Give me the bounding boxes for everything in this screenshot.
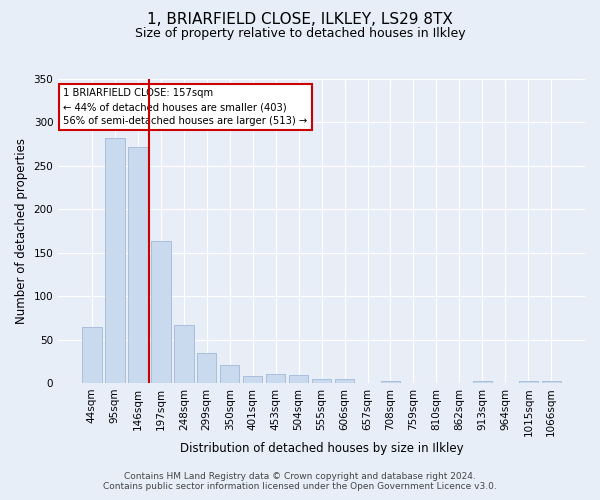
Bar <box>335 380 355 383</box>
Bar <box>197 352 217 383</box>
Bar <box>82 326 101 383</box>
Bar <box>289 375 308 383</box>
X-axis label: Distribution of detached houses by size in Ilkley: Distribution of detached houses by size … <box>180 442 463 455</box>
Bar <box>105 138 125 383</box>
Bar <box>518 381 538 383</box>
Text: Size of property relative to detached houses in Ilkley: Size of property relative to detached ho… <box>134 28 466 40</box>
Bar <box>381 381 400 383</box>
Bar <box>220 364 239 383</box>
Bar <box>128 146 148 383</box>
Bar <box>473 381 492 383</box>
Text: 1 BRIARFIELD CLOSE: 157sqm
← 44% of detached houses are smaller (403)
56% of sem: 1 BRIARFIELD CLOSE: 157sqm ← 44% of deta… <box>64 88 308 126</box>
Bar <box>151 242 170 383</box>
Y-axis label: Number of detached properties: Number of detached properties <box>15 138 28 324</box>
Bar <box>174 325 194 383</box>
Text: 1, BRIARFIELD CLOSE, ILKLEY, LS29 8TX: 1, BRIARFIELD CLOSE, ILKLEY, LS29 8TX <box>147 12 453 28</box>
Bar <box>542 381 561 383</box>
Bar <box>243 376 262 383</box>
Bar <box>312 380 331 383</box>
Bar <box>266 374 286 383</box>
Text: Contains HM Land Registry data © Crown copyright and database right 2024.: Contains HM Land Registry data © Crown c… <box>124 472 476 481</box>
Text: Contains public sector information licensed under the Open Government Licence v3: Contains public sector information licen… <box>103 482 497 491</box>
